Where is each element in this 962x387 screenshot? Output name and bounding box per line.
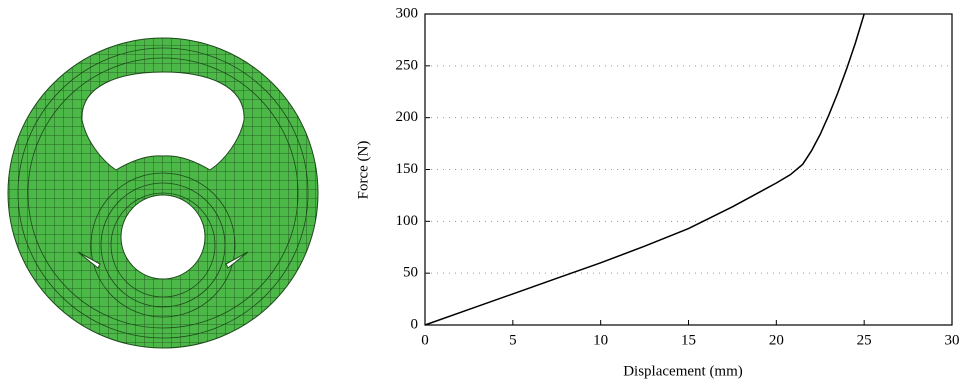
x-tick-label: 30: [945, 332, 960, 348]
y-tick-label: 50: [403, 265, 418, 281]
y-tick-label: 0: [411, 316, 419, 332]
plot-frame: [425, 14, 952, 325]
x-tick-label: 5: [509, 332, 517, 348]
data-line: [425, 14, 864, 325]
figure: Displacement (mm) Force (N) 050100150200…: [0, 0, 962, 387]
x-tick-label: 15: [681, 332, 696, 348]
y-tick-label: 150: [396, 161, 419, 177]
y-axis-label: Force (N): [355, 141, 371, 200]
x-tick-label: 10: [593, 332, 608, 348]
y-tick-label: 300: [396, 5, 419, 21]
x-tick-label: 25: [857, 332, 872, 348]
plot: Displacement (mm) Force (N) 050100150200…: [355, 5, 959, 379]
y-tick-label: 100: [396, 213, 419, 229]
y-tick-label: 250: [396, 57, 419, 73]
fe-mesh: [8, 38, 318, 348]
x-tick-label: 20: [769, 332, 784, 348]
x-tick-label: 0: [421, 332, 429, 348]
y-tick-label: 200: [396, 109, 419, 125]
x-axis-label: Displacement (mm): [623, 363, 743, 379]
